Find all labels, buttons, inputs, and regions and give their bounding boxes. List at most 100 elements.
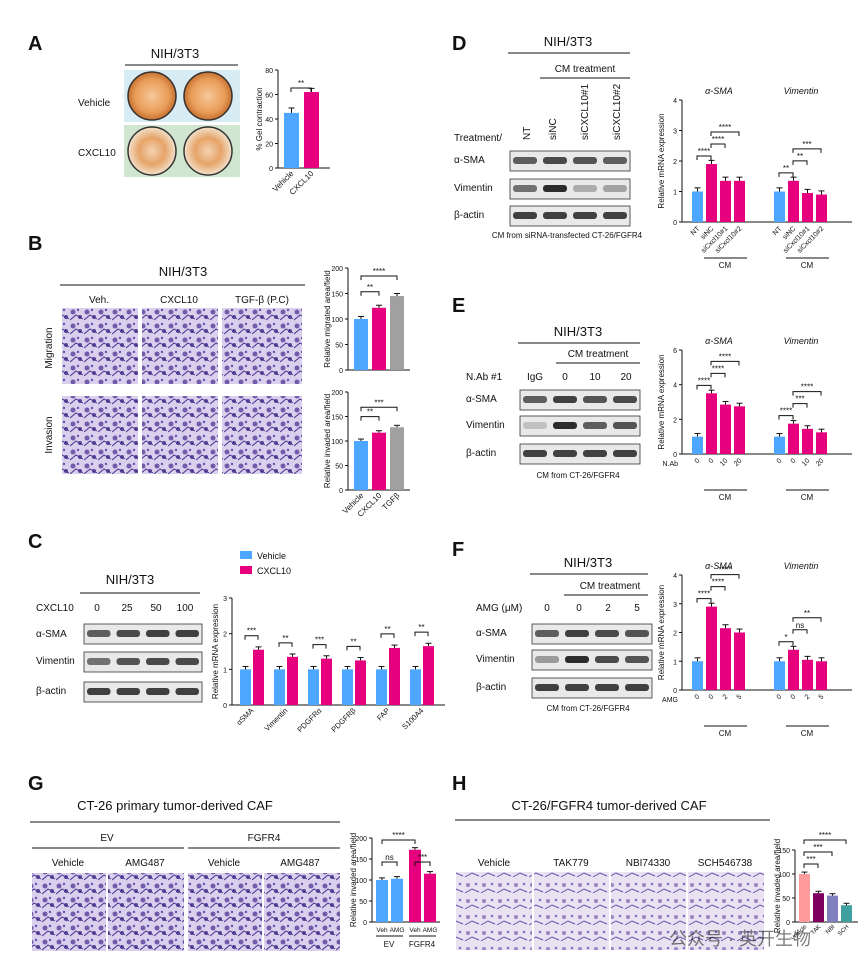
significance-label: ****	[780, 407, 792, 416]
micrograph	[142, 308, 218, 384]
y-tick-label: 150	[355, 857, 367, 864]
panel-title: CT-26 primary tumor-derived CAF	[77, 798, 273, 813]
significance-bracket	[381, 839, 416, 844]
significance-bracket	[803, 863, 819, 868]
row-label: Migration	[44, 327, 55, 368]
blot-band	[625, 656, 649, 663]
panel-letter: H	[452, 773, 466, 795]
blot-band	[523, 450, 547, 457]
y-tick-label: 3	[223, 596, 227, 603]
panel-title: NIH/3T3	[564, 555, 612, 570]
y-tick-label: 150	[331, 415, 343, 422]
blot-band	[565, 656, 589, 663]
lane-label: 0	[544, 603, 550, 614]
x-tick-label: αSMA	[234, 706, 255, 727]
bar	[354, 441, 368, 490]
bar	[390, 296, 404, 370]
significance-label: **	[350, 637, 356, 646]
treatment-label: CXCL10	[36, 603, 74, 614]
significance-bracket	[710, 586, 726, 591]
y-axis-label: Relative mRNA expression	[657, 113, 666, 208]
significance-label: ***	[795, 395, 804, 404]
blot-band	[513, 212, 537, 219]
micrograph	[62, 396, 138, 474]
bar	[788, 180, 799, 222]
blot-band	[625, 684, 649, 691]
significance-bracket	[244, 635, 259, 640]
y-axis-label: Relative migrated area/field	[323, 270, 332, 367]
bar	[734, 406, 745, 454]
gene-title: Vimentin	[784, 336, 819, 346]
significance-label: ****	[801, 383, 813, 392]
significance-label: ****	[819, 831, 831, 840]
blot-band	[535, 656, 559, 663]
micrograph	[32, 873, 106, 951]
x-tick-label: 20	[733, 457, 744, 468]
blot-band	[116, 658, 140, 665]
significance-label: **	[282, 634, 288, 643]
significance-label: ***	[315, 636, 324, 645]
panel-b: B NIH/3T3 Veh. CXCL10 TGF-β (P.C) Migrat…	[28, 233, 410, 519]
cm-label: CM treatment	[580, 581, 641, 592]
significance-bracket	[696, 384, 712, 390]
bar	[774, 436, 785, 454]
bar	[692, 191, 703, 222]
cm-source-caption: CM from CT-26/FGFR4	[536, 471, 620, 480]
bar	[706, 164, 717, 222]
panel-title: NIH/3T3	[159, 264, 207, 279]
gene-title: α-SMA	[705, 86, 733, 96]
blot-label: Vimentin	[36, 656, 75, 667]
y-tick-label: 4	[673, 98, 677, 105]
y-tick-label: 150	[778, 848, 790, 855]
significance-label: ****	[719, 352, 731, 361]
blot-strip	[83, 623, 203, 645]
significance-label: ****	[373, 267, 385, 276]
y-tick-label: 80	[265, 68, 273, 75]
panel-letter: C	[28, 531, 42, 553]
bar	[389, 647, 400, 705]
bar	[816, 661, 827, 690]
cm-source-caption: CM from CT-26/FGFR4	[546, 704, 630, 713]
blot-label: Vimentin	[476, 654, 515, 665]
y-tick-label: 0	[339, 368, 343, 375]
bar	[308, 669, 319, 705]
bar	[287, 656, 298, 705]
significance-bracket	[792, 148, 822, 153]
bar	[774, 191, 785, 222]
western-blot	[509, 150, 631, 227]
significance-label: ****	[719, 566, 731, 575]
group-label: FGFR4	[248, 833, 281, 844]
group-label: CM	[719, 261, 732, 270]
significance-bracket	[360, 291, 380, 296]
blot-band	[553, 396, 577, 403]
column-label: CXCL10	[160, 295, 198, 306]
bar	[321, 658, 332, 705]
x-tick-label: TGFβ	[380, 491, 401, 512]
bar	[788, 649, 799, 690]
significance-label: ***	[813, 843, 822, 852]
bar	[274, 669, 285, 705]
significance-label: ***	[806, 855, 815, 864]
significance-bracket	[381, 861, 398, 866]
micrograph	[142, 396, 218, 474]
y-axis-label: % Gel contraction	[255, 87, 264, 150]
watermark: 公众号 · 英开生物	[669, 929, 811, 949]
bar	[692, 661, 703, 690]
x-tick-label: PDGFRα	[295, 706, 323, 734]
bar	[706, 393, 717, 454]
column-label: Vehicle	[208, 858, 241, 869]
blot-band	[583, 422, 607, 429]
lane-label: 20	[620, 372, 632, 383]
significance-label: **	[797, 152, 803, 161]
blot-band	[535, 684, 559, 691]
y-tick-label: 20	[265, 142, 273, 149]
blot-label: α-SMA	[466, 394, 497, 405]
treatment-label: N.Ab #1	[466, 372, 503, 383]
blot-band	[543, 157, 567, 164]
y-tick-label: 0	[363, 920, 367, 927]
y-tick-label: 200	[355, 836, 367, 843]
y-tick-label: 60	[265, 93, 273, 100]
bar	[355, 660, 366, 705]
